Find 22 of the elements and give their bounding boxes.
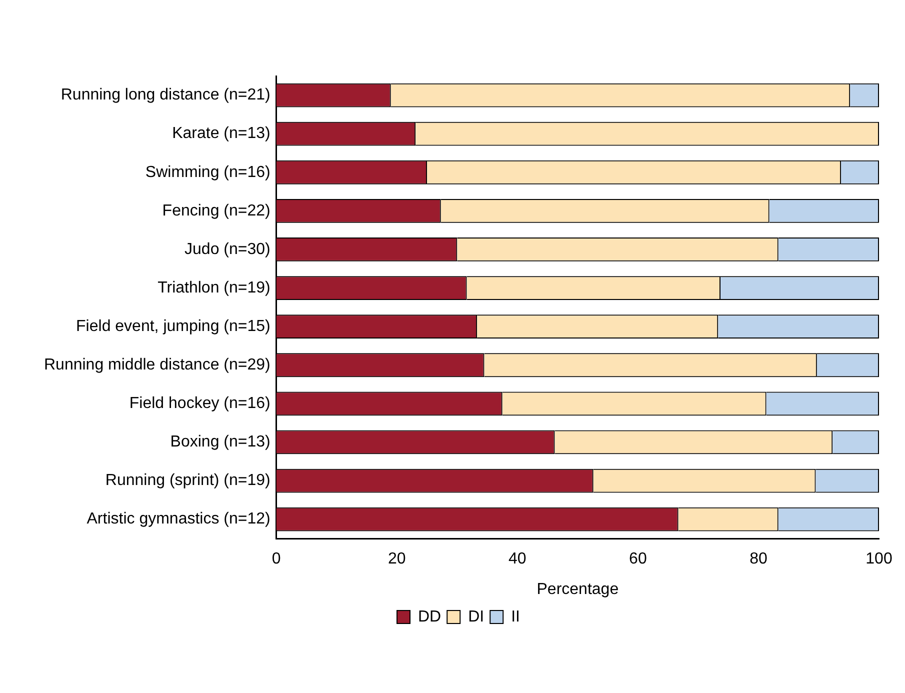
x-tick-label: 60 — [629, 550, 647, 568]
y-tick-label: Fencing (n=22) — [162, 202, 270, 220]
x-axis-title: Percentage — [536, 580, 619, 598]
y-tick-label: Judo (n=30) — [184, 240, 270, 258]
x-tick-label: 100 — [866, 550, 892, 568]
y-tick-label: Running long distance (n=21) — [60, 86, 270, 104]
legend-label: DI — [468, 608, 484, 626]
x-tick-label: 20 — [388, 550, 406, 568]
y-tick-label: Running (sprint) (n=19) — [105, 472, 270, 490]
y-tick-label: Field hockey (n=16) — [129, 395, 270, 412]
legend-label: DD — [418, 608, 442, 626]
y-tick-label: Field event, jumping (n=15) — [76, 318, 270, 335]
y-tick-label: Boxing (n=13) — [170, 434, 270, 451]
y-tick-label: Triathlon (n=19) — [158, 279, 270, 296]
y-tick-label: Artistic gymnastics (n=12) — [86, 510, 270, 528]
x-tick-label: 0 — [272, 550, 281, 568]
x-tick-label: 40 — [508, 550, 526, 568]
y-tick-label: Swimming (n=16) — [145, 164, 270, 181]
x-tick-label: 80 — [750, 550, 768, 568]
legend-label: II — [511, 608, 520, 626]
y-tick-label: Running middle distance (n=29) — [44, 356, 270, 374]
y-tick-label: Karate (n=13) — [172, 125, 270, 142]
